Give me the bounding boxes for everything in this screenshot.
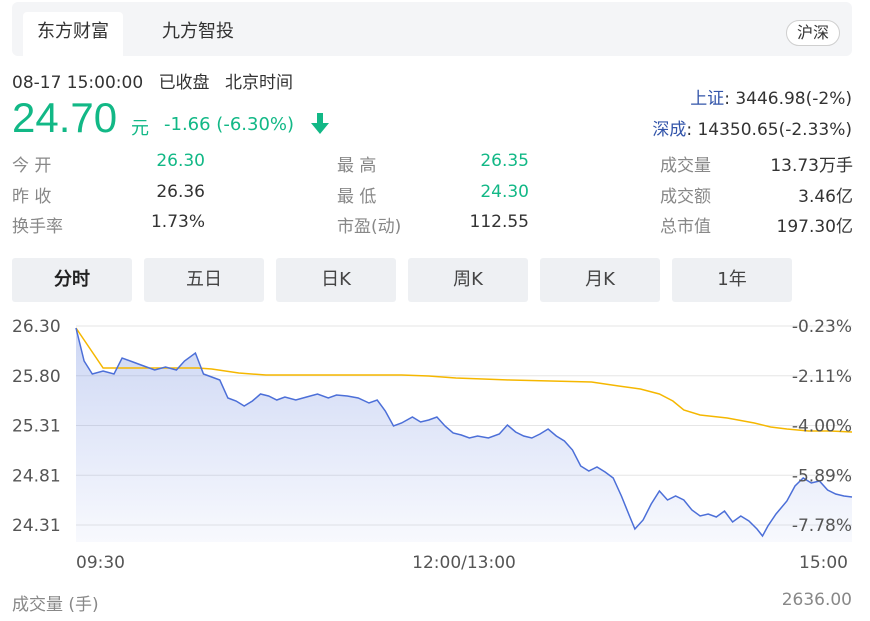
y-tick-right: -4.00% xyxy=(792,417,852,437)
timezone-label: 北京时间 xyxy=(224,73,293,93)
market-toggle-button[interactable]: 沪深 xyxy=(785,20,840,46)
stat-pe-value: 112.55 xyxy=(469,212,529,232)
stat-high-label: 最 高 xyxy=(337,156,377,176)
stat-amount-value: 3.46亿 xyxy=(798,187,853,207)
period-daily-k-button[interactable]: 日K xyxy=(276,258,396,302)
y-tick-left: 25.31 xyxy=(12,417,61,437)
stat-turnover-label: 换手率 xyxy=(12,217,63,237)
price-unit: 元 xyxy=(131,118,149,139)
period-5day-button[interactable]: 五日 xyxy=(144,258,264,302)
period-weekly-k-button[interactable]: 周K xyxy=(408,258,528,302)
index-shenzhen-name: 深成 xyxy=(652,120,687,140)
price-area-fill xyxy=(76,328,852,542)
x-tick-label: 09:30 xyxy=(76,553,125,573)
price-change: -1.66 (-6.30%) xyxy=(164,114,295,135)
y-tick-right: -7.78% xyxy=(792,516,852,536)
stat-market-cap-label: 总市值 xyxy=(660,217,711,237)
x-tick-label: 15:00 xyxy=(799,553,848,573)
tab-eastmoney[interactable]: 东方财富 xyxy=(23,12,123,56)
y-tick-left: 24.31 xyxy=(12,516,61,536)
tab-jiufang[interactable]: 九方智投 xyxy=(162,21,234,42)
stat-turnover-value: 1.73% xyxy=(150,212,205,232)
y-tick-right: -0.23% xyxy=(792,317,852,337)
period-intraday-button[interactable]: 分时 xyxy=(12,258,132,302)
x-tick-label: 12:00/13:00 xyxy=(412,553,516,573)
source-tabbar: 东方财富 九方智投 沪深 xyxy=(12,2,852,56)
volume-label: 成交量 (手) xyxy=(12,595,99,615)
stat-pe-label: 市盈(动) xyxy=(337,217,402,237)
index-shanghai-name: 上证 xyxy=(690,89,725,109)
stat-low-label: 最 低 xyxy=(337,187,377,207)
stat-open-label: 今 开 xyxy=(12,156,52,176)
stat-low-value: 24.30 xyxy=(480,182,529,202)
period-monthly-k-button[interactable]: 月K xyxy=(540,258,660,302)
volume-value: 2636.00 xyxy=(781,590,852,610)
stat-high-value: 26.35 xyxy=(480,151,529,171)
current-price: 24.70 xyxy=(12,94,118,141)
y-tick-left: 26.30 xyxy=(12,317,61,337)
y-tick-right: -5.89% xyxy=(792,466,852,486)
stat-prev-close-label: 昨 收 xyxy=(12,187,52,207)
y-tick-right: -2.11% xyxy=(792,367,852,387)
period-1year-button[interactable]: 1年 xyxy=(672,258,792,302)
index-shanghai[interactable]: 上证: 3446.98(-2%) xyxy=(690,84,852,109)
trading-status: 08-17 15:00:00 已收盘 北京时间 xyxy=(12,68,303,93)
index-shenzhen-value: : 14350.65(-2.33%) xyxy=(686,120,852,140)
price-line xyxy=(75,327,853,538)
stat-volume-label: 成交量 xyxy=(660,156,711,176)
y-tick-left: 25.80 xyxy=(12,367,61,387)
quote-datetime: 08-17 15:00:00 xyxy=(12,73,144,93)
index-shenzhen[interactable]: 深成: 14350.65(-2.33%) xyxy=(652,115,852,140)
y-tick-left: 24.81 xyxy=(12,466,61,486)
arrow-down-icon xyxy=(311,113,329,134)
average-price-line xyxy=(75,327,853,433)
stat-prev-close-value: 26.36 xyxy=(156,182,205,202)
stat-amount-label: 成交额 xyxy=(660,187,711,207)
stat-open-value: 26.30 xyxy=(156,151,205,171)
stat-market-cap-value: 197.30亿 xyxy=(776,217,853,237)
market-state: 已收盘 xyxy=(158,73,210,93)
stat-volume-value: 13.73万手 xyxy=(770,156,853,176)
index-shanghai-value: : 3446.98(-2%) xyxy=(724,89,852,109)
intraday-chart[interactable]: 26.30 -0.23% 25.80 -2.11% 25.31 -4.00% 24.81 -5… xyxy=(0,310,870,582)
